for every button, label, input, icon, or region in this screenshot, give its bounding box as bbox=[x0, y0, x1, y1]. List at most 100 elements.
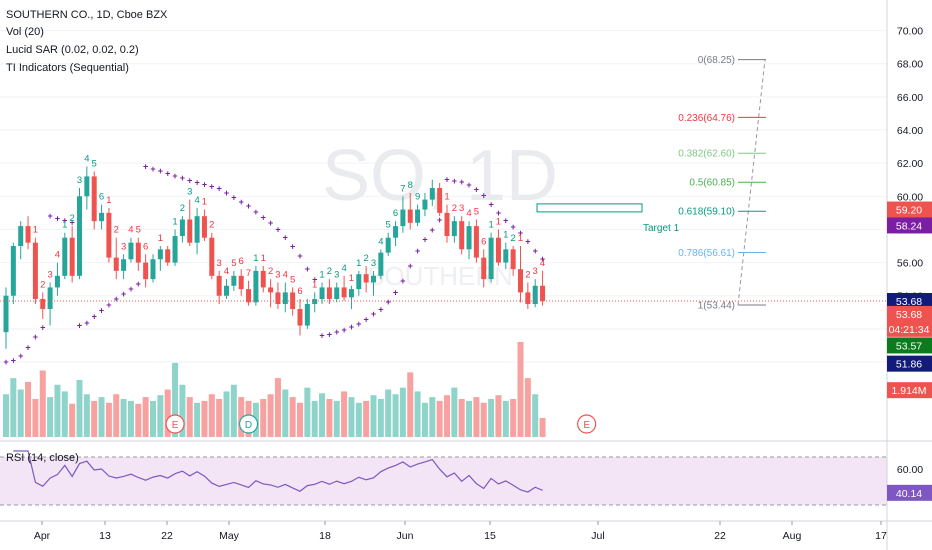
earnings-marker[interactable]: D bbox=[238, 414, 259, 434]
seq-count-down: 1 bbox=[444, 192, 449, 203]
sar-dot: + bbox=[92, 312, 97, 322]
seq-count-up: 4 bbox=[84, 153, 89, 164]
volume-bar bbox=[363, 400, 370, 437]
candle bbox=[356, 270, 362, 296]
candle bbox=[157, 246, 163, 271]
seq-count-down: 2 bbox=[40, 279, 45, 290]
time-tick-label: 13 bbox=[99, 530, 111, 542]
seq-count-up: 3 bbox=[187, 187, 192, 198]
candle bbox=[407, 192, 413, 230]
candle bbox=[25, 216, 31, 250]
volume-bar bbox=[495, 395, 502, 437]
volume-bar bbox=[47, 397, 54, 437]
price-badge: 51.86 bbox=[887, 355, 932, 372]
seq-count-down: 3 bbox=[459, 203, 464, 214]
candle-body bbox=[422, 199, 428, 210]
volume-bar bbox=[208, 394, 215, 437]
candle bbox=[69, 226, 75, 283]
candle-body bbox=[415, 209, 421, 223]
time-tick-label: 17 bbox=[875, 530, 887, 542]
candle-body bbox=[40, 299, 46, 309]
earnings-marker-letter: E bbox=[583, 420, 590, 431]
candle bbox=[150, 254, 156, 283]
seq-count-down: 7 bbox=[246, 268, 251, 279]
candle-body bbox=[194, 216, 200, 243]
candle bbox=[84, 166, 90, 210]
volume-bar bbox=[392, 394, 399, 437]
seq-count-up: 2 bbox=[70, 213, 75, 224]
candle bbox=[47, 282, 53, 326]
sar-dot: + bbox=[496, 208, 501, 218]
seq-count-up: 1 bbox=[488, 220, 493, 231]
time-tick-label: 22 bbox=[161, 530, 173, 542]
price-badge-text: 58.24 bbox=[896, 220, 922, 232]
sar-dot: + bbox=[180, 173, 185, 183]
legend-ti-indicators[interactable]: TI Indicators (Sequential) bbox=[6, 62, 129, 74]
volume-bar bbox=[466, 400, 473, 437]
sar-dot: + bbox=[312, 275, 317, 285]
seq-count-up: 3 bbox=[77, 175, 82, 186]
sar-dot: + bbox=[525, 236, 530, 246]
candle-body bbox=[540, 285, 546, 302]
volume-bar bbox=[414, 391, 421, 437]
seq-count-down: 1 bbox=[158, 233, 163, 244]
candle-body bbox=[54, 275, 60, 288]
candle-body bbox=[106, 212, 112, 258]
candle-body bbox=[135, 242, 141, 263]
sar-dot: + bbox=[84, 318, 89, 328]
volume-bar bbox=[194, 402, 201, 437]
earnings-marker[interactable]: E bbox=[577, 414, 597, 434]
sar-dot: + bbox=[518, 228, 523, 238]
sar-dot: + bbox=[459, 177, 464, 187]
candle-body bbox=[77, 196, 82, 276]
candle bbox=[54, 262, 60, 296]
candle-body bbox=[165, 249, 171, 263]
seq-count-down: 1 bbox=[349, 273, 354, 284]
candle-body bbox=[363, 274, 369, 283]
candle-body bbox=[348, 289, 354, 298]
earnings-marker[interactable]: E bbox=[165, 414, 185, 434]
lucid-sar-dots: + + +++++ + + ++ +++++++ ++ + + + + + + + + + + + + + +++++++… bbox=[3, 161, 545, 367]
candle bbox=[341, 275, 347, 301]
sar-dot: + bbox=[400, 276, 405, 286]
time-tick-label: Aug bbox=[783, 530, 802, 542]
volume-bar bbox=[274, 378, 281, 437]
fib-level-label: 0(68.25) bbox=[698, 55, 735, 66]
candle bbox=[143, 254, 149, 288]
sar-dot: + bbox=[18, 351, 23, 361]
candle bbox=[194, 207, 200, 255]
sar-dot: + bbox=[437, 215, 442, 225]
sar-dot: + bbox=[47, 211, 52, 221]
earnings-marker-letter: E bbox=[172, 420, 179, 431]
grid-lines bbox=[0, 30, 887, 363]
sar-dot: + bbox=[55, 213, 60, 223]
candle-body bbox=[334, 287, 340, 300]
candle bbox=[121, 254, 127, 280]
candle-body bbox=[304, 304, 310, 326]
legend-rsi[interactable]: RSI (14, close) bbox=[6, 452, 79, 464]
sar-dot: + bbox=[114, 294, 119, 304]
price-badge-text: 51.86 bbox=[896, 359, 922, 371]
candle bbox=[224, 279, 229, 300]
volume-bar bbox=[488, 399, 495, 437]
candle-body bbox=[216, 275, 222, 296]
candle-body bbox=[246, 289, 252, 303]
time-tick-label: 22 bbox=[714, 530, 726, 542]
candle bbox=[165, 246, 171, 266]
volume-bar bbox=[304, 387, 311, 437]
volume-bars bbox=[3, 342, 546, 437]
volume-bar bbox=[120, 399, 127, 437]
seq-count-up: 6 bbox=[99, 192, 104, 203]
legend-lucid-sar[interactable]: Lucid SAR (0.02, 0.02, 0.2) bbox=[6, 44, 139, 56]
legend-volume[interactable]: Vol (20) bbox=[6, 26, 44, 38]
price-tick-label: 64.00 bbox=[897, 125, 923, 137]
volume-bar bbox=[61, 391, 68, 437]
candle-body bbox=[488, 237, 494, 280]
candle-body bbox=[400, 209, 406, 227]
seq-count-up: 2 bbox=[180, 203, 185, 214]
volume-bar bbox=[201, 400, 208, 437]
volume-bar bbox=[385, 389, 392, 437]
candle bbox=[238, 269, 244, 296]
candle-body bbox=[253, 270, 259, 303]
candle bbox=[503, 242, 509, 270]
